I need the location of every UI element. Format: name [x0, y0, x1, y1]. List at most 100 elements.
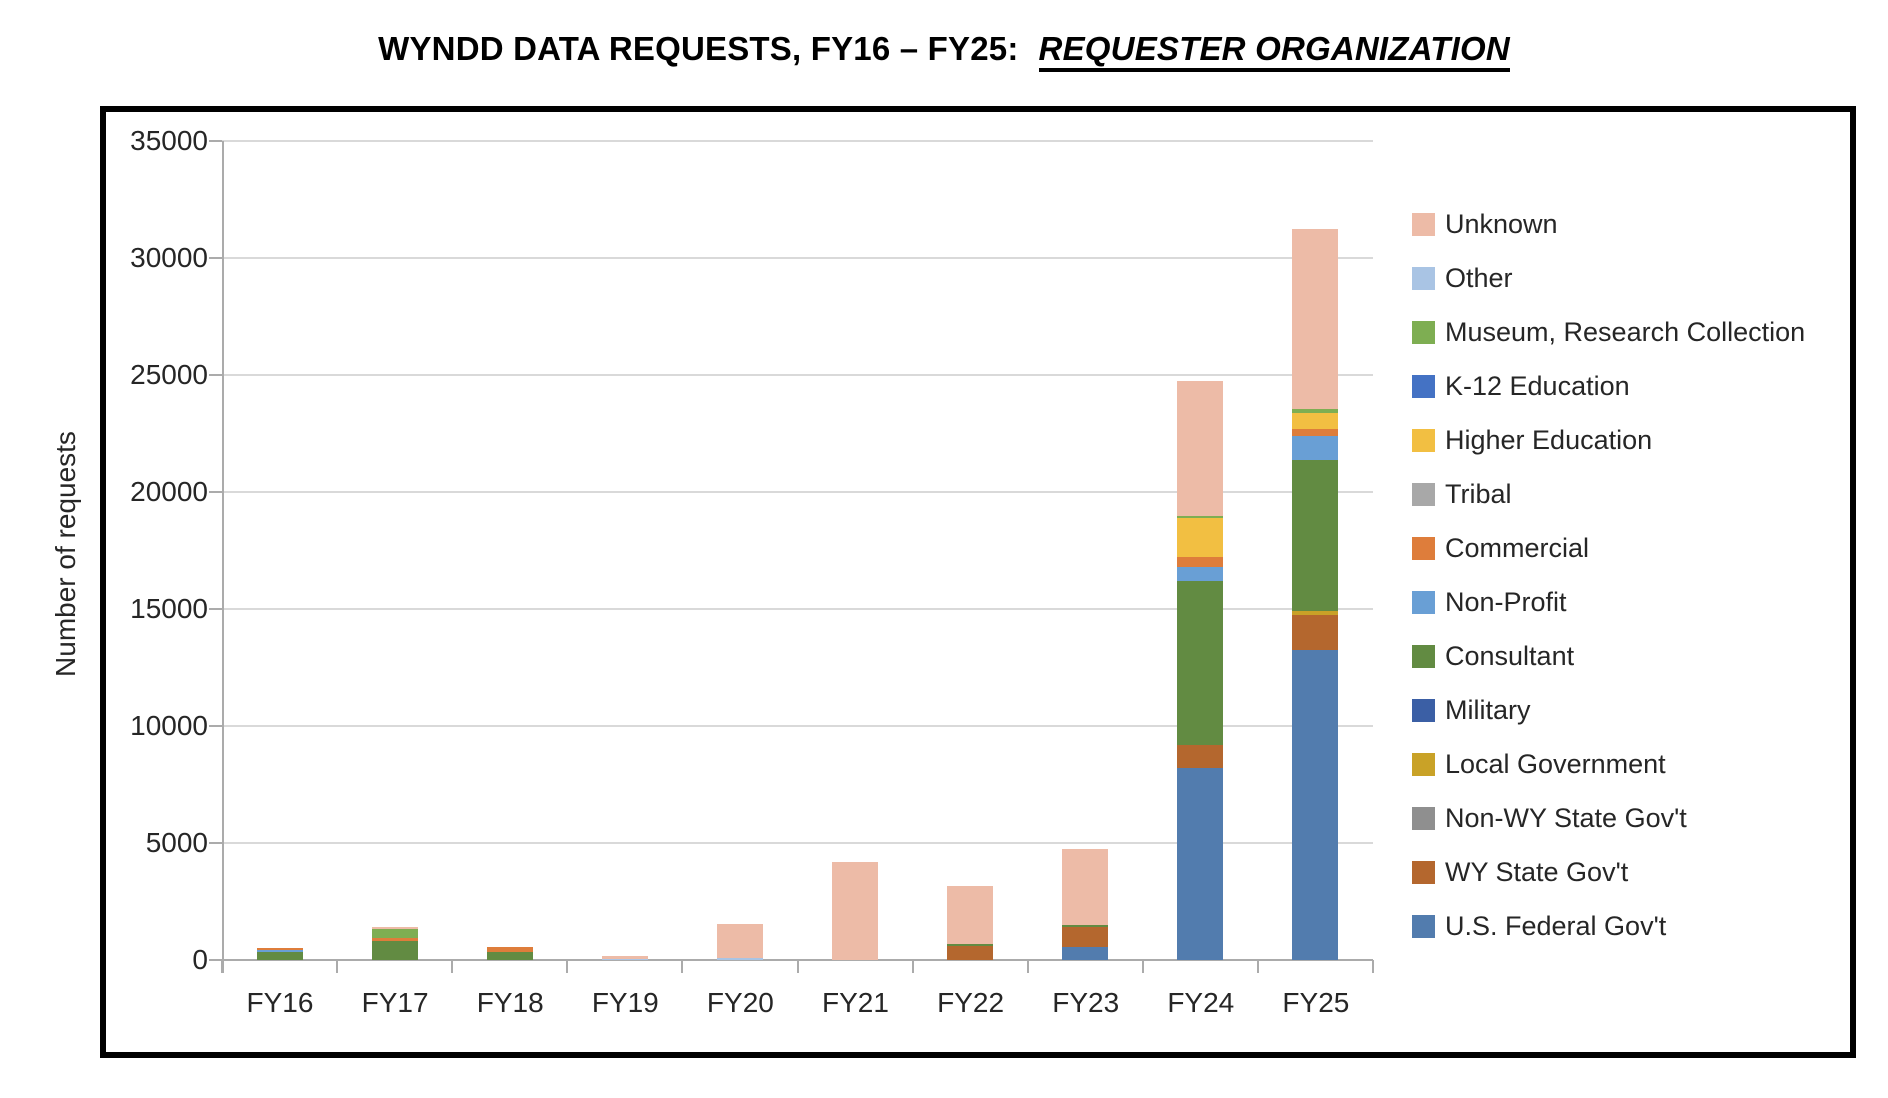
- bar-segment: [1292, 408, 1339, 413]
- legend-label: Other: [1445, 263, 1513, 293]
- gridline: [222, 725, 1373, 727]
- bar-segment: [1177, 567, 1224, 582]
- x-axis-tick-mark: [1026, 960, 1029, 973]
- y-tick-label: 25000: [130, 359, 208, 390]
- legend-label: WY State Gov't: [1445, 857, 1629, 887]
- gridline: [222, 842, 1373, 844]
- gridline: [222, 608, 1373, 610]
- legend-item: Consultant: [1412, 639, 1574, 673]
- x-axis-tick-mark: [1141, 960, 1144, 973]
- x-axis-tick-mark: [566, 960, 569, 973]
- x-tick-label: FY19: [591, 987, 659, 1018]
- legend-swatch-icon: [1412, 752, 1435, 776]
- legend-swatch-icon: [1412, 698, 1435, 722]
- bar-segment: [947, 886, 994, 944]
- x-axis-tick-mark: [1256, 960, 1259, 973]
- x-tick-label: FY21: [822, 987, 889, 1018]
- bar-segment: [486, 952, 533, 960]
- gridline: [222, 374, 1373, 376]
- chart-title-emphasis: REQUESTER ORGANIZATION: [1038, 30, 1510, 72]
- bar-segment: [1292, 412, 1339, 429]
- bar-segment: [371, 941, 418, 960]
- legend-swatch-icon: [1412, 860, 1435, 884]
- legend-swatch-icon: [1412, 914, 1435, 938]
- legend-swatch-icon: [1412, 266, 1435, 290]
- bar-segment: [1292, 435, 1339, 460]
- x-tick-label: FY24: [1167, 987, 1235, 1018]
- y-tick-label: 15000: [130, 593, 208, 624]
- legend-item: WY State Gov't: [1412, 855, 1628, 889]
- legend-item: Non-WY State Gov't: [1412, 801, 1687, 835]
- legend-item: Tribal: [1412, 477, 1512, 511]
- bar-segment: [1292, 649, 1339, 960]
- y-axis-tick-mark: [209, 959, 222, 961]
- legend-swatch-icon: [1412, 428, 1435, 452]
- bar-segment: [486, 947, 533, 953]
- y-axis-tick-mark: [209, 257, 222, 259]
- legend-swatch-icon: [1412, 212, 1435, 236]
- legend-label: Tribal: [1445, 479, 1512, 509]
- x-axis-tick-mark: [796, 960, 799, 973]
- gridline: [222, 491, 1373, 493]
- legend-item: Commercial: [1412, 531, 1589, 565]
- legend-item: Higher Education: [1412, 423, 1652, 457]
- x-axis-tick-mark: [681, 960, 684, 973]
- legend-label: Unknown: [1445, 209, 1558, 239]
- y-tick-label: 0: [192, 944, 208, 975]
- bar-segment: [371, 927, 418, 929]
- y-axis-tick-mark: [209, 842, 222, 844]
- legend-label: K-12 Education: [1445, 371, 1630, 401]
- legend-swatch-icon: [1412, 644, 1435, 668]
- x-axis-tick-mark: [451, 960, 454, 973]
- y-tick-label: 30000: [130, 242, 208, 273]
- bar-segment: [371, 928, 418, 938]
- bar-segment: [1062, 924, 1109, 928]
- x-tick-label: FY16: [246, 987, 314, 1018]
- y-axis-tick-mark: [209, 608, 222, 610]
- legend-label: Local Government: [1445, 749, 1666, 779]
- bar-segment: [1292, 459, 1339, 611]
- bar-segment: [1177, 557, 1224, 568]
- y-axis-tick-mark: [209, 374, 222, 376]
- bar-segment: [601, 958, 648, 961]
- bar-segment: [371, 938, 418, 942]
- x-tick-label: FY22: [937, 987, 1005, 1018]
- bar-segment: [1292, 614, 1339, 650]
- x-tick-label: FY23: [1052, 987, 1120, 1018]
- y-axis-line: [222, 141, 224, 973]
- x-tick-label: FY17: [361, 987, 429, 1018]
- bar-segment: [716, 924, 763, 958]
- bar-segment: [256, 948, 303, 951]
- legend-swatch-icon: [1412, 374, 1435, 398]
- legend-swatch-icon: [1412, 482, 1435, 506]
- bar-segment: [947, 945, 994, 960]
- legend-label: Museum, Research Collection: [1445, 317, 1806, 347]
- y-tick-label: 10000: [130, 710, 208, 741]
- y-tick-label: 35000: [130, 125, 208, 156]
- y-axis-tick-mark: [209, 140, 222, 142]
- y-tick-label: 5000: [145, 827, 208, 858]
- bar-segment: [256, 950, 303, 953]
- legend-item: K-12 Education: [1412, 369, 1630, 403]
- legend-label: U.S. Federal Gov't: [1445, 911, 1667, 941]
- bar-segment: [1292, 610, 1339, 615]
- legend-label: Commercial: [1445, 533, 1590, 563]
- x-tick-label: FY18: [476, 987, 544, 1018]
- bar-segment: [1062, 947, 1109, 960]
- bar-segment: [601, 955, 648, 959]
- legend-label: Non-Profit: [1445, 587, 1567, 617]
- y-axis-tick-mark: [209, 491, 222, 493]
- legend-label: Military: [1445, 695, 1531, 725]
- legend-item: Unknown: [1412, 207, 1558, 241]
- legend-swatch-icon: [1412, 536, 1435, 560]
- legend-item: Non-Profit: [1412, 585, 1567, 619]
- bar-segment: [1177, 744, 1224, 768]
- bar-segment: [256, 952, 303, 960]
- legend-item: Museum, Research Collection: [1412, 315, 1805, 349]
- x-tick-label: FY25: [1282, 987, 1350, 1018]
- bar-segment: [1292, 228, 1339, 409]
- x-axis-tick-mark: [1372, 960, 1374, 973]
- bar-segment: [1292, 428, 1339, 436]
- x-axis-tick-mark: [911, 960, 914, 973]
